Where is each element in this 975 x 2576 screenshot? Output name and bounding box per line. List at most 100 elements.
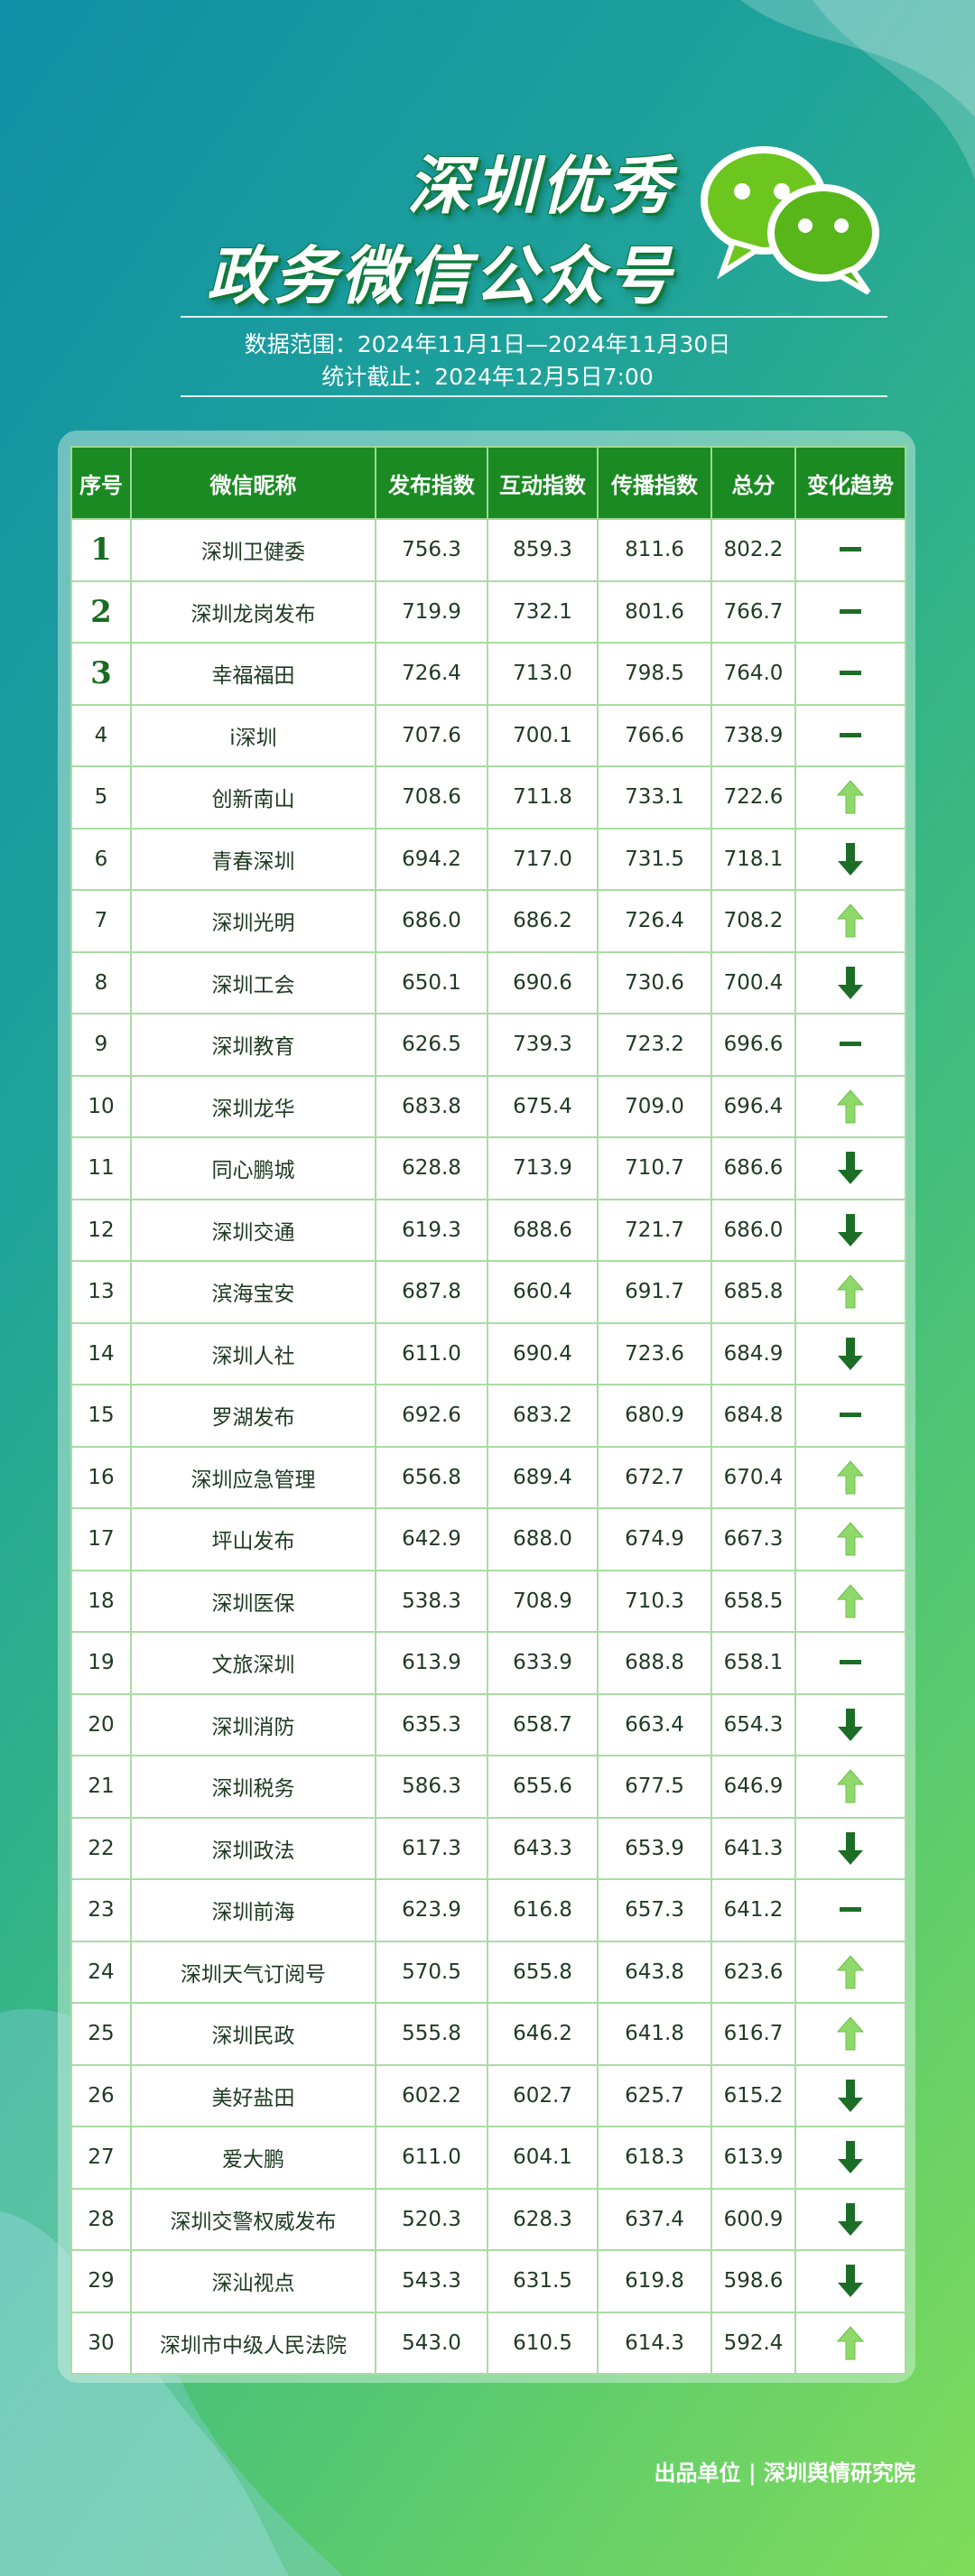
trend <box>794 1631 906 1695</box>
score: 766.7 <box>710 579 796 644</box>
column-header: 微信昵称 <box>130 446 376 520</box>
table-row: 11 同心鹏城 628.8 713.9 710.7 686.6 <box>70 1136 906 1200</box>
score: 623.9 <box>375 1878 488 1942</box>
rank: 10 <box>70 1074 132 1138</box>
score: 586.3 <box>375 1755 488 1819</box>
rank: 16 <box>70 1445 132 1509</box>
account-name: 爱大鹏 <box>130 2126 376 2190</box>
rank: 20 <box>70 1692 132 1756</box>
trend-flat <box>840 1413 861 1418</box>
rank: 29 <box>70 2249 132 2313</box>
account-name: 深圳龙华 <box>130 1074 376 1138</box>
score: 653.9 <box>597 1816 712 1880</box>
trend-up <box>836 1459 865 1495</box>
score: 731.5 <box>597 827 712 891</box>
score: 646.2 <box>487 2002 599 2066</box>
score: 713.9 <box>487 1136 599 1200</box>
table-row: 27 爱大鹏 611.0 604.1 618.3 613.9 <box>70 2126 906 2190</box>
table-row: 2 深圳龙岗发布 719.9 732.1 801.6 766.7 <box>70 579 906 644</box>
score: 713.0 <box>487 642 599 706</box>
score: 658.1 <box>710 1631 796 1695</box>
column-header: 总分 <box>710 446 796 520</box>
rank: 6 <box>70 827 132 891</box>
trend <box>794 1384 906 1448</box>
trend-flat <box>840 1042 861 1047</box>
account-name: 深圳龙岗发布 <box>130 579 376 644</box>
trend-flat <box>840 547 861 552</box>
score: 690.6 <box>487 950 599 1015</box>
trend-icon <box>836 1954 865 1989</box>
trend-up <box>836 903 865 938</box>
column-header: 变化趋势 <box>794 446 906 520</box>
score: 680.9 <box>597 1384 712 1448</box>
rank: 1 <box>70 518 132 582</box>
trend-down <box>838 1213 863 1246</box>
trend-icon <box>840 1660 861 1665</box>
title-line: 政务微信公众号 <box>207 239 674 313</box>
ranking-table: 序号 微信昵称 发布指数 互动指数 传播指数 总分 变化趋势 1 深圳卫健委 756.3 859.… <box>70 446 906 2375</box>
trend <box>794 1321 906 1385</box>
score: 811.6 <box>597 518 712 582</box>
score: 691.7 <box>597 1260 712 1324</box>
table-row: 4 i深圳 707.6 700.1 766.6 738.9 <box>70 703 906 767</box>
table-row: 23 深圳前海 623.9 616.8 657.3 641.2 <box>70 1878 906 1942</box>
table-row: 13 滨海宝安 687.8 660.4 691.7 685.8 <box>70 1260 906 1324</box>
trend <box>794 1507 906 1571</box>
score: 689.4 <box>487 1445 599 1509</box>
account-name: 深圳人社 <box>130 1321 376 1385</box>
trend-icon <box>838 966 863 999</box>
score: 692.6 <box>375 1384 488 1448</box>
score: 700.1 <box>487 703 599 767</box>
column-header: 传播指数 <box>597 446 712 520</box>
table-row: 20 深圳消防 635.3 658.7 663.4 654.3 <box>70 1692 906 1756</box>
account-name: 美好盐田 <box>130 2063 376 2127</box>
score: 616.8 <box>487 1878 599 1942</box>
rank: 7 <box>70 889 132 953</box>
trend <box>794 2311 906 2375</box>
score: 683.2 <box>487 1384 599 1448</box>
account-name: 深圳医保 <box>130 1569 376 1633</box>
trend <box>794 1013 906 1077</box>
score: 616.7 <box>710 2002 796 2066</box>
rank: 13 <box>70 1260 132 1324</box>
rank: 28 <box>70 2187 132 2251</box>
trend-icon <box>840 547 861 552</box>
score: 592.4 <box>710 2311 796 2375</box>
trend-up <box>836 2016 865 2051</box>
trend-icon <box>836 2325 865 2360</box>
score: 688.8 <box>597 1631 712 1695</box>
account-name: 深圳前海 <box>130 1878 376 1942</box>
score: 655.6 <box>487 1755 599 1819</box>
trend-down <box>838 1708 863 1741</box>
account-name: 深圳卫健委 <box>130 518 376 582</box>
table-row: 21 深圳税务 586.3 655.6 677.5 646.9 <box>70 1755 906 1819</box>
score: 738.9 <box>710 703 796 767</box>
trend-icon <box>840 732 861 737</box>
score: 687.8 <box>375 1260 488 1324</box>
trend-flat <box>840 671 861 676</box>
score: 658.7 <box>487 1692 599 1756</box>
score: 646.9 <box>710 1755 796 1819</box>
score: 717.0 <box>487 827 599 891</box>
table-row: 15 罗湖发布 692.6 683.2 680.9 684.8 <box>70 1384 906 1448</box>
score: 611.0 <box>375 1321 488 1385</box>
score: 674.9 <box>597 1507 712 1571</box>
account-name: 坪山发布 <box>130 1507 376 1571</box>
trend-icon <box>836 1769 865 1803</box>
score: 663.4 <box>597 1692 712 1756</box>
table-row: 28 深圳交警权威发布 520.3 628.3 637.4 600.9 <box>70 2187 906 2251</box>
score: 708.2 <box>710 889 796 953</box>
rank: 22 <box>70 1816 132 1880</box>
score: 543.0 <box>375 2311 488 2375</box>
score: 675.4 <box>487 1074 599 1138</box>
rank: 8 <box>70 950 132 1015</box>
trend <box>794 1940 906 2004</box>
score: 618.3 <box>597 2126 712 2190</box>
trend-icon <box>838 2079 863 2112</box>
producer: 出品单位 | 深圳舆情研究院 <box>654 2460 915 2486</box>
trend-down <box>838 2202 863 2236</box>
table-row: 7 深圳光明 686.0 686.2 726.4 708.2 <box>70 889 906 953</box>
trend <box>794 827 906 891</box>
trend-icon <box>840 1413 861 1418</box>
